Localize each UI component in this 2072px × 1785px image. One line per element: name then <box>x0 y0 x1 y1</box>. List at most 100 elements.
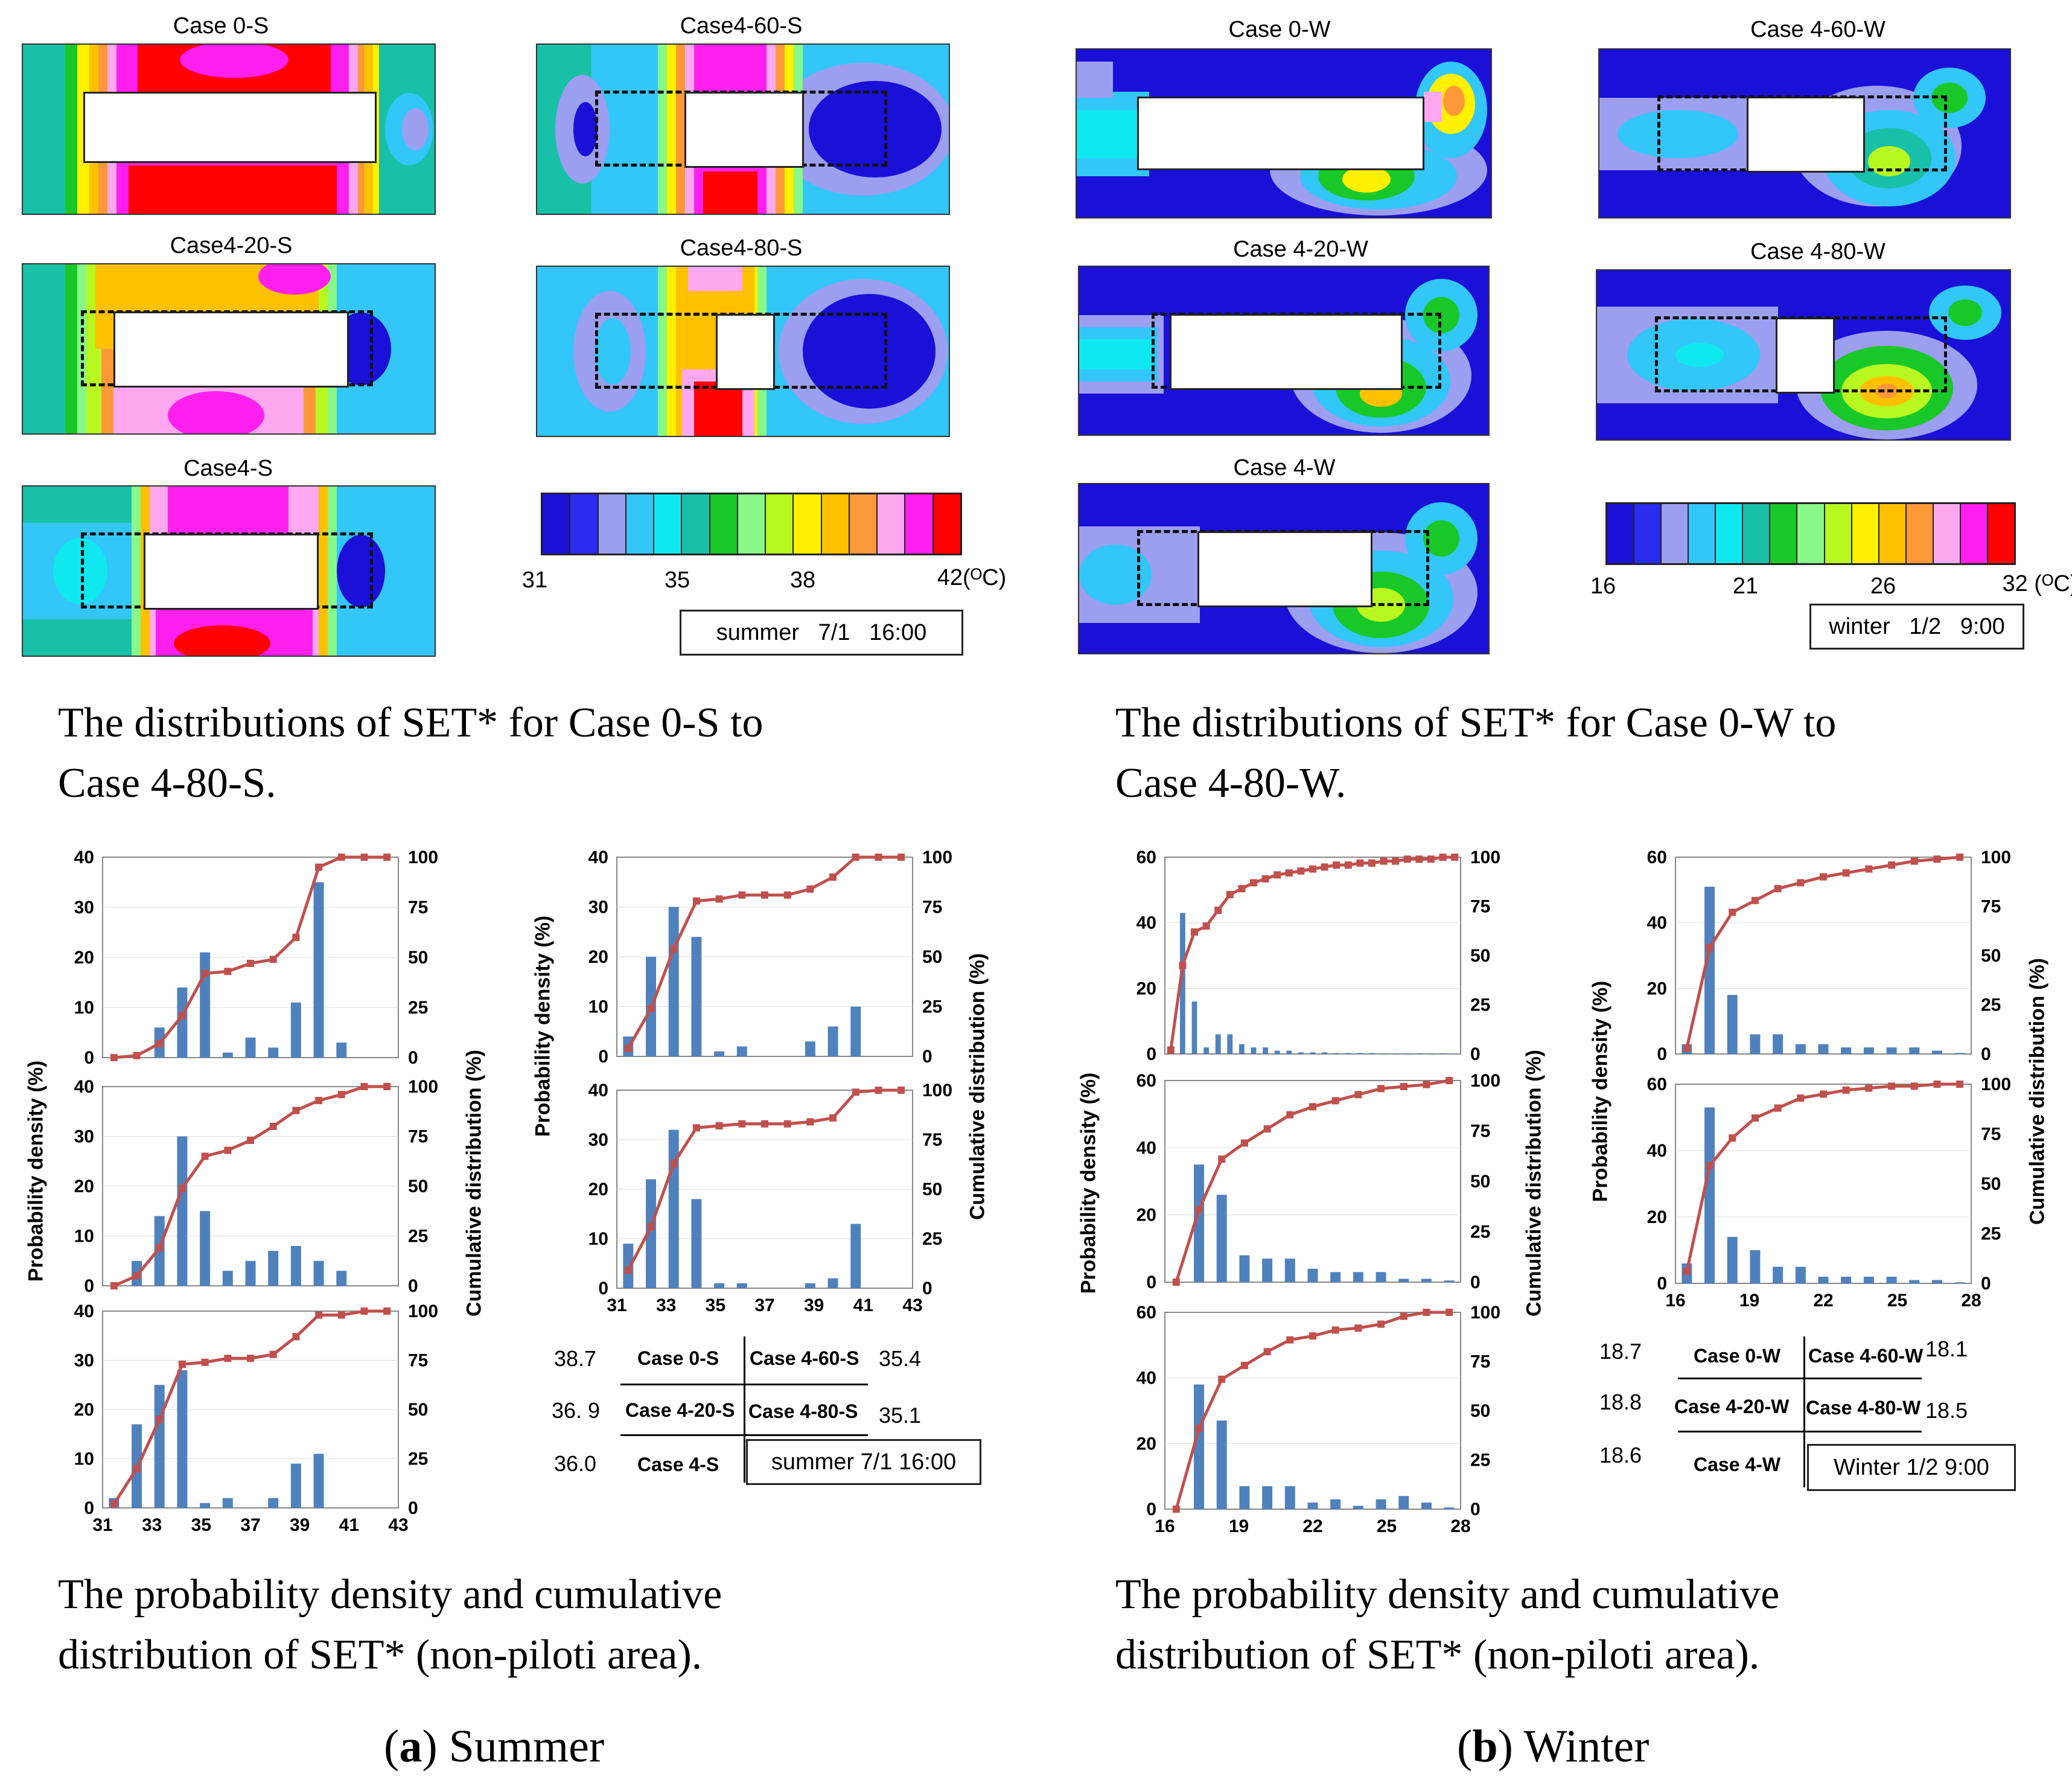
cumulative-marker <box>360 854 368 861</box>
colorbar-tick: 16 <box>1590 573 1616 599</box>
prob-bar <box>200 1211 211 1286</box>
prob-bar <box>200 952 211 1058</box>
y2-tick-label: 100 <box>1470 1071 1500 1091</box>
prob-bar <box>1841 1277 1852 1283</box>
chart-svg: 0 20 40 60 0 25 50 75 100 16 19 22 25 28 <box>1647 1075 2011 1311</box>
y2-tick-label: 75 <box>922 898 942 918</box>
y-tick-label: 40 <box>1647 1141 1667 1161</box>
y-tick-label: 40 <box>74 848 94 867</box>
cumulative-marker <box>178 1012 186 1020</box>
cumulative-marker <box>1865 865 1873 873</box>
prob-bar <box>290 1002 301 1058</box>
avg-case4-80-w: 18.5 <box>1925 1398 1968 1423</box>
cumulative-marker <box>1910 857 1918 865</box>
y-tick-label: 40 <box>74 1077 94 1097</box>
avg-case4-20-w: 18.8 <box>1599 1390 1642 1414</box>
cumulative-marker <box>1427 855 1435 863</box>
building-outline <box>716 314 775 390</box>
cumulative-marker <box>247 1355 254 1362</box>
prob-bar <box>1284 1486 1295 1509</box>
cumulative-marker <box>1751 896 1759 904</box>
cumulative-marker <box>1956 854 1964 861</box>
colorbar-swatch <box>710 494 738 554</box>
x-tick-label: 22 <box>1302 1516 1322 1536</box>
y2-tick-label: 75 <box>1470 1122 1490 1142</box>
y-tick-label: 20 <box>74 948 94 968</box>
cumulative-marker <box>1263 1125 1271 1133</box>
y-tick-label: 30 <box>588 898 608 918</box>
x-tick-label: 19 <box>1739 1291 1759 1311</box>
colorbar-swatch <box>1716 504 1744 563</box>
colorbar-summer <box>541 493 962 555</box>
y2-tick-label: 50 <box>1981 946 2001 966</box>
prob-bar <box>1886 1047 1897 1054</box>
cumulative-marker <box>1238 885 1246 893</box>
y2-tick-label: 75 <box>1470 897 1490 917</box>
y-tick-label: 40 <box>588 1081 608 1100</box>
avg-case0-s: 38.7 <box>554 1346 597 1371</box>
cumulative-marker <box>292 933 300 941</box>
case-cell: Case 0-W <box>1694 1345 1781 1367</box>
colorbar-swatch <box>598 494 626 554</box>
prob-bar <box>736 1046 747 1056</box>
prob-bar <box>827 1026 838 1056</box>
colorbar-swatch <box>1689 504 1717 563</box>
colorbar-swatch <box>1933 504 1961 563</box>
y2-tick-label: 75 <box>1981 897 2001 917</box>
cumulative-marker <box>1423 1081 1430 1088</box>
y-tick-label: 20 <box>74 1177 94 1196</box>
y-tick-label: 40 <box>1136 1138 1156 1158</box>
y2-tick-label: 100 <box>1470 1303 1500 1323</box>
cumulative-marker <box>738 1120 746 1128</box>
case-cell: Case 4-S <box>637 1454 719 1475</box>
y2-tick-label: 0 <box>1981 1044 1991 1064</box>
colorbar-swatch <box>1852 504 1879 563</box>
prob-bar <box>1398 1279 1409 1282</box>
cumulative-marker <box>360 1083 368 1090</box>
colorbar-tick: 32 (ᴼC) <box>2002 571 2072 596</box>
case-cell: Case 4-20-S <box>625 1399 735 1421</box>
y-tick-label: 40 <box>1136 913 1156 933</box>
table-divider <box>1678 1431 1922 1432</box>
y2-tick-label: 100 <box>922 1081 952 1100</box>
y-tick-label: 40 <box>1647 913 1667 933</box>
cumulative-marker <box>1797 879 1805 887</box>
map-title-case4-20-w: Case 4-20-W <box>1233 237 1368 262</box>
cumulative-marker <box>829 873 837 881</box>
cumulative-marker <box>647 1223 655 1231</box>
cumulative-marker <box>715 1122 723 1130</box>
cumulative-marker <box>133 1464 141 1472</box>
y-tick-label: 30 <box>74 1351 94 1371</box>
chart-case0-w: 0 20 40 60 0 25 50 75 100 <box>1098 839 1527 1093</box>
prob-bar <box>1274 1050 1280 1054</box>
cumulative-marker <box>1321 863 1328 871</box>
prob-bar <box>1392 1053 1398 1054</box>
colorbar-swatch <box>905 494 934 554</box>
prob-bar <box>1795 1044 1806 1054</box>
prob-bar <box>336 1271 347 1286</box>
y-tick-label: 40 <box>588 848 608 867</box>
x-tick-label: 39 <box>804 1295 824 1315</box>
prob-bar <box>1375 1499 1386 1509</box>
x-tick-label: 43 <box>902 1295 922 1315</box>
contour-map-case4-20-s <box>22 263 436 435</box>
prob-bar <box>1357 1053 1363 1054</box>
cumulative-marker <box>110 1500 118 1508</box>
building-outline <box>144 534 319 610</box>
time-label-winter: winter 1/2 9:00 <box>1809 604 2024 650</box>
building-outline <box>113 311 349 388</box>
prob-bar <box>1750 1250 1761 1283</box>
prob-bar <box>850 1224 861 1288</box>
prob-bar <box>268 1047 279 1058</box>
colorbar-tick: 35 <box>664 567 690 593</box>
cumulative-marker <box>292 1333 300 1341</box>
prob-bar <box>1239 1255 1250 1282</box>
prob-bar <box>1333 1053 1339 1054</box>
y-tick-label: 20 <box>1647 1207 1667 1227</box>
cumulative-marker <box>133 1272 141 1280</box>
colorbar-swatch <box>1960 504 1988 563</box>
prob-bar <box>850 1006 861 1056</box>
prob-bar <box>1307 1502 1318 1509</box>
y2-tick-label: 0 <box>922 1279 932 1298</box>
chart-svg: 0 20 40 60 0 25 50 75 100 <box>1136 1071 1500 1292</box>
